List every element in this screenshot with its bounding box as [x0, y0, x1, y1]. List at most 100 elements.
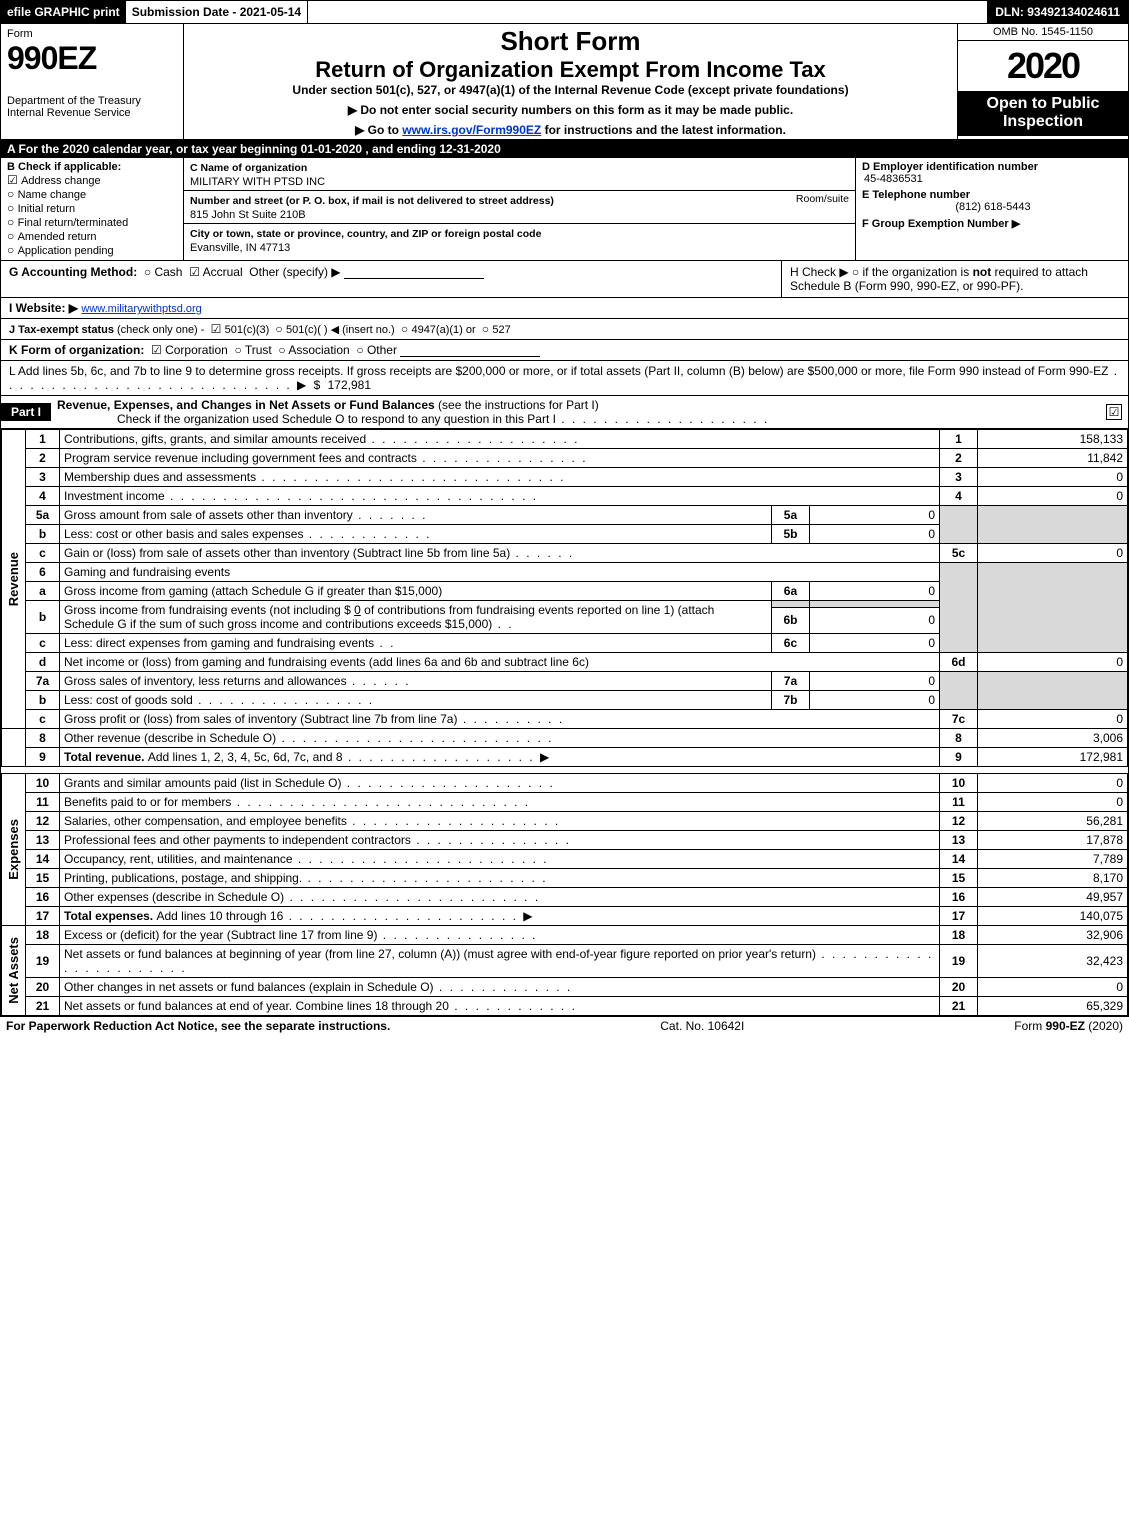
group-exemption-label: F Group Exemption Number ▶ — [862, 217, 1122, 230]
val-13: 17,878 — [978, 831, 1128, 850]
check-amended-return[interactable]: Amended return — [7, 229, 177, 243]
val-14: 7,789 — [978, 850, 1128, 869]
val-20: 0 — [978, 978, 1128, 997]
table-row: 9 Total revenue. Add lines 1, 2, 3, 4, 5… — [2, 748, 1128, 767]
status-4947a1[interactable]: 4947(a)(1) or — [401, 324, 476, 336]
box-1: 1 — [940, 430, 978, 449]
lineL-text: L Add lines 5b, 6c, and 7b to line 9 to … — [9, 364, 1108, 378]
desc-10: Grants and similar amounts paid (list in… — [60, 774, 940, 793]
ln-6c: c — [26, 634, 60, 653]
check-initial-return[interactable]: Initial return — [7, 201, 177, 215]
acct-accrual[interactable]: Accrual — [189, 265, 242, 279]
val-12: 56,281 — [978, 812, 1128, 831]
val-8: 3,006 — [978, 729, 1128, 748]
val-10: 0 — [978, 774, 1128, 793]
part1-title: Revenue, Expenses, and Changes in Net As… — [57, 398, 438, 412]
ln-7a: 7a — [26, 672, 60, 691]
box-20: 20 — [940, 978, 978, 997]
org-addr-value: 815 John St Suite 210B — [190, 209, 306, 221]
line-l: L Add lines 5b, 6c, and 7b to line 9 to … — [1, 361, 1128, 395]
status-527[interactable]: 527 — [482, 324, 511, 336]
ln-7b: b — [26, 691, 60, 710]
form-header: Form 990EZ Department of the Treasury In… — [1, 24, 1128, 140]
fundraising-amount: 0 — [354, 603, 361, 617]
table-row: 5a Gross amount from sale of assets othe… — [2, 506, 1128, 525]
box-5c: 5c — [940, 544, 978, 563]
part1-pill: Part I — [1, 403, 51, 421]
part1-rest: Revenue, Expenses, and Changes in Net As… — [57, 396, 1106, 428]
val-1: 158,133 — [978, 430, 1128, 449]
org-name-value: MILITARY WITH PTSD INC — [190, 176, 325, 188]
check-final-return[interactable]: Final return/terminated — [7, 215, 177, 229]
table-row: 16 Other expenses (describe in Schedule … — [2, 888, 1128, 907]
submission-date-label: Submission Date - 2021-05-14 — [126, 1, 308, 23]
shade-7ab — [940, 672, 978, 710]
table-row: 3 Membership dues and assessments . . . … — [2, 468, 1128, 487]
desc-19: Net assets or fund balances at beginning… — [60, 945, 940, 978]
table-row: c Gain or (loss) from sale of assets oth… — [2, 544, 1128, 563]
status-501c3[interactable]: 501(c)(3) — [211, 324, 270, 336]
shade-6b-top — [771, 601, 809, 608]
table-row: 6 Gaming and fundraising events — [2, 563, 1128, 582]
table-row: d Net income or (loss) from gaming and f… — [2, 653, 1128, 672]
box-c: C Name of organization MILITARY WITH PTS… — [184, 158, 856, 260]
org-trust[interactable]: Trust — [234, 343, 271, 357]
box-7b: 7b — [771, 691, 809, 710]
val-6c: 0 — [809, 634, 939, 653]
org-name-label: C Name of organization — [190, 162, 307, 174]
box-14: 14 — [940, 850, 978, 869]
check-name-change[interactable]: Name change — [7, 187, 177, 201]
irs-link[interactable]: www.irs.gov/Form990EZ — [402, 123, 541, 137]
acct-cash[interactable]: Cash — [144, 265, 183, 279]
org-city-label: City or town, state or province, country… — [190, 228, 541, 240]
box-5a: 5a — [771, 506, 809, 525]
sidebar-revenue-cont — [2, 729, 26, 767]
website-link[interactable]: www.militarywithptsd.org — [81, 303, 201, 315]
ln-15: 15 — [26, 869, 60, 888]
arrow-goto-post: for instructions and the latest informat… — [545, 123, 786, 137]
lineH-not: not — [973, 265, 992, 279]
org-other[interactable]: Other — [356, 343, 397, 357]
topbar-spacer — [308, 1, 987, 23]
lineG-label: G Accounting Method: — [9, 265, 137, 279]
check-app-pending[interactable]: Application pending — [7, 243, 177, 257]
sidebar-revenue: Revenue — [2, 430, 26, 729]
desc-3: Membership dues and assessments . . . . … — [60, 468, 940, 487]
val-16: 49,957 — [978, 888, 1128, 907]
box-12: 12 — [940, 812, 978, 831]
val-4: 0 — [978, 487, 1128, 506]
org-corporation[interactable]: Corporation — [151, 343, 228, 357]
val-5b: 0 — [809, 525, 939, 544]
org-association[interactable]: Association — [278, 343, 349, 357]
part1-checkbox[interactable]: ☑ — [1106, 404, 1122, 420]
check-address-change[interactable]: Address change — [7, 173, 177, 187]
box-15: 15 — [940, 869, 978, 888]
acct-other[interactable]: Other (specify) ▶ — [249, 265, 340, 279]
dept-treasury-line2: Internal Revenue Service — [7, 107, 177, 119]
val-9: 172,981 — [978, 748, 1128, 767]
lineJ-small: (check only one) - — [117, 324, 204, 336]
table-row: 19 Net assets or fund balances at beginn… — [2, 945, 1128, 978]
val-7b: 0 — [809, 691, 939, 710]
ln-20: 20 — [26, 978, 60, 997]
org-name-block: C Name of organization MILITARY WITH PTS… — [184, 158, 855, 191]
ln-6: 6 — [26, 563, 60, 582]
spacer-rev-exp — [2, 767, 1128, 774]
dept-treasury-line1: Department of the Treasury — [7, 95, 177, 107]
acct-other-line[interactable] — [344, 266, 484, 279]
box-16: 16 — [940, 888, 978, 907]
desc-18: Excess or (deficit) for the year (Subtra… — [60, 926, 940, 945]
box-2: 2 — [940, 449, 978, 468]
desc-6c: Less: direct expenses from gaming and fu… — [60, 634, 772, 653]
status-501c[interactable]: 501(c)( ) ◀ (insert no.) — [275, 324, 394, 336]
desc-12: Salaries, other compensation, and employ… — [60, 812, 940, 831]
org-city-value: Evansville, IN 47713 — [190, 242, 290, 254]
subtitle: Under section 501(c), 527, or 4947(a)(1)… — [190, 83, 951, 97]
val-6d: 0 — [978, 653, 1128, 672]
table-row: 17 Total expenses. Add lines 10 through … — [2, 907, 1128, 926]
ln-5c: c — [26, 544, 60, 563]
org-other-line[interactable] — [400, 344, 540, 357]
arrow-goto: ▶ Go to www.irs.gov/Form990EZ for instru… — [190, 123, 951, 137]
table-row: 15 Printing, publications, postage, and … — [2, 869, 1128, 888]
efile-print-label[interactable]: efile GRAPHIC print — [1, 1, 126, 23]
